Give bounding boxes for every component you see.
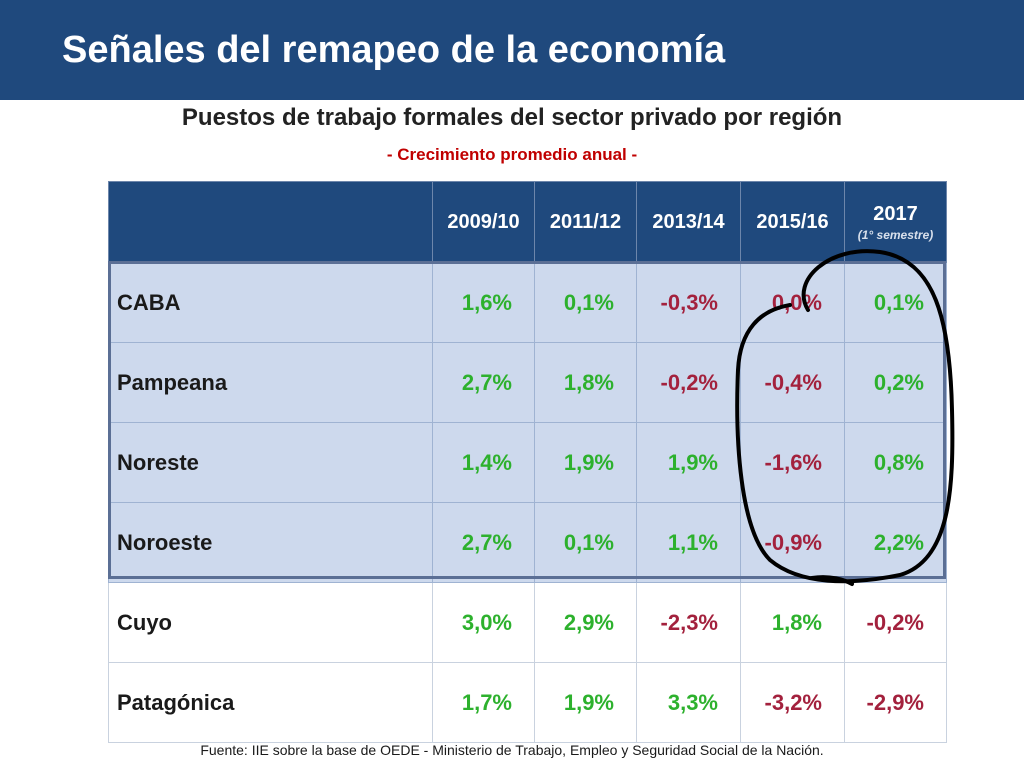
region-name: Cuyo xyxy=(108,582,433,663)
value-cell: 0,0% xyxy=(740,262,845,343)
value-cell: 1,1% xyxy=(636,502,741,583)
value-cell: 1,8% xyxy=(534,342,637,423)
value-cell: 0,1% xyxy=(844,262,947,343)
value-cell: -0,3% xyxy=(636,262,741,343)
value-cell: -2,3% xyxy=(636,582,741,663)
column-header: 2009/10 xyxy=(432,181,535,263)
region-name: Patagónica xyxy=(108,662,433,743)
column-header: 2015/16 xyxy=(740,181,845,263)
column-header-2017: 2017 (1° semestre) xyxy=(844,181,947,263)
table-row: Cuyo 3,0% 2,9% -2,3% 1,8% -0,2% xyxy=(108,582,947,663)
column-header-note: (1° semestre) xyxy=(857,227,934,242)
slide-title: Señales del remapeo de la economía xyxy=(62,29,726,71)
value-cell: -1,6% xyxy=(740,422,845,503)
table-title: Puestos de trabajo formales del sector p… xyxy=(181,104,843,131)
table-subtitle: - Crecimiento promedio anual - xyxy=(386,145,638,164)
value-cell: 2,9% xyxy=(534,582,637,663)
value-cell: 1,6% xyxy=(432,262,535,343)
value-cell: -2,9% xyxy=(844,662,947,743)
value-cell: 1,8% xyxy=(740,582,845,663)
value-cell: -3,2% xyxy=(740,662,845,743)
table-row: CABA 1,6% 0,1% -0,3% 0,0% 0,1% xyxy=(108,262,947,343)
value-cell: 0,1% xyxy=(534,502,637,583)
value-cell: 1,9% xyxy=(534,422,637,503)
value-cell: -0,2% xyxy=(844,582,947,663)
source-note: Fuente: IIE sobre la base de OEDE - Mini… xyxy=(200,742,824,758)
value-cell: 1,9% xyxy=(534,662,637,743)
table-header-row: 2009/10 2011/12 2013/14 2015/16 2017 (1°… xyxy=(108,181,947,263)
region-name: Noreste xyxy=(108,422,433,503)
value-cell: 0,1% xyxy=(534,262,637,343)
value-cell: 2,2% xyxy=(844,502,947,583)
column-header: 2011/12 xyxy=(534,181,637,263)
value-cell: 1,4% xyxy=(432,422,535,503)
value-cell: 0,8% xyxy=(844,422,947,503)
value-cell: 1,9% xyxy=(636,422,741,503)
value-cell: 0,2% xyxy=(844,342,947,423)
column-header-label: 2017 xyxy=(873,202,918,225)
region-name: Noroeste xyxy=(108,502,433,583)
title-banner: Señales del remapeo de la economía xyxy=(0,0,1024,100)
region-name: Pampeana xyxy=(108,342,433,423)
value-cell: 2,7% xyxy=(432,502,535,583)
table-row: Noreste 1,4% 1,9% 1,9% -1,6% 0,8% xyxy=(108,422,947,503)
value-cell: -0,2% xyxy=(636,342,741,423)
value-cell: -0,4% xyxy=(740,342,845,423)
table-row: Noroeste 2,7% 0,1% 1,1% -0,9% 2,2% xyxy=(108,502,947,583)
header-corner xyxy=(108,181,433,263)
value-cell: 3,0% xyxy=(432,582,535,663)
value-cell: 2,7% xyxy=(432,342,535,423)
value-cell: 1,7% xyxy=(432,662,535,743)
region-name: CABA xyxy=(108,262,433,343)
employment-table: 2009/10 2011/12 2013/14 2015/16 2017 (1°… xyxy=(108,181,947,743)
value-cell: -0,9% xyxy=(740,502,845,583)
value-cell: 3,3% xyxy=(636,662,741,743)
column-header: 2013/14 xyxy=(636,181,741,263)
table-row: Pampeana 2,7% 1,8% -0,2% -0,4% 0,2% xyxy=(108,342,947,423)
table-row: Patagónica 1,7% 1,9% 3,3% -3,2% -2,9% xyxy=(108,662,947,743)
